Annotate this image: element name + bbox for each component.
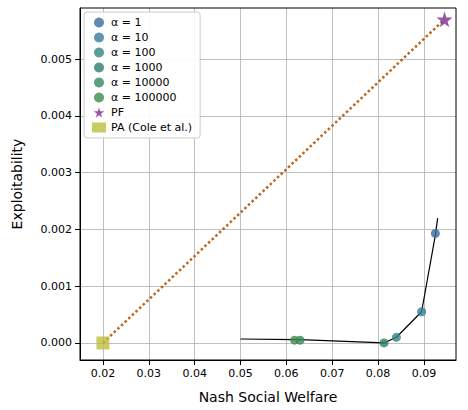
svg-text:Nash Social Welfare: Nash Social Welfare	[199, 389, 338, 405]
svg-text:α = 1: α = 1	[111, 16, 141, 29]
svg-text:α = 100000: α = 100000	[111, 91, 176, 104]
svg-text:0.004: 0.004	[41, 109, 73, 122]
svg-text:0.001: 0.001	[41, 280, 73, 293]
svg-text:0.06: 0.06	[274, 367, 299, 380]
svg-text:0.002: 0.002	[41, 223, 73, 236]
svg-text:0.000: 0.000	[41, 336, 73, 349]
svg-text:0.005: 0.005	[41, 53, 73, 66]
svg-text:0.08: 0.08	[366, 367, 391, 380]
svg-text:α = 1000: α = 1000	[111, 61, 162, 74]
svg-text:Exploitability: Exploitability	[9, 139, 25, 230]
svg-text:0.07: 0.07	[320, 367, 345, 380]
svg-text:0.02: 0.02	[91, 367, 116, 380]
svg-text:0.03: 0.03	[137, 367, 162, 380]
svg-text:0.003: 0.003	[41, 166, 73, 179]
svg-text:PF: PF	[111, 106, 124, 119]
svg-text:PA (Cole et al.): PA (Cole et al.)	[111, 121, 192, 134]
svg-text:0.05: 0.05	[228, 367, 253, 380]
svg-text:α = 100: α = 100	[111, 46, 155, 59]
svg-text:α = 10: α = 10	[111, 31, 148, 44]
svg-text:0.09: 0.09	[412, 367, 437, 380]
svg-text:0.04: 0.04	[182, 367, 207, 380]
svg-text:α = 10000: α = 10000	[111, 76, 169, 89]
